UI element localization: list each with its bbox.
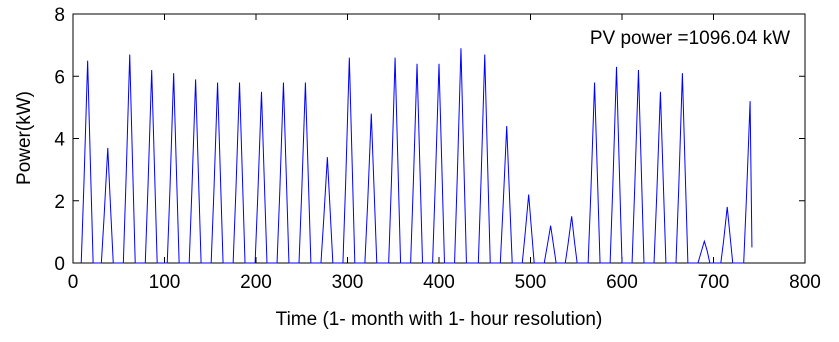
x-axis-label: Time (1- month with 1- hour resolution) — [276, 309, 603, 330]
x-tick-label: 600 — [606, 272, 638, 293]
annotation: PV power =1096.04 kW — [590, 28, 790, 49]
y-tick-label: 2 — [54, 192, 65, 213]
plot-frame — [72, 13, 806, 264]
y-axis-label: Power(kW) — [14, 91, 35, 185]
x-tick-label: 800 — [789, 272, 821, 293]
x-tick-label: 700 — [698, 272, 730, 293]
x-tick-label: 200 — [240, 272, 272, 293]
y-tick-label: 0 — [54, 254, 65, 275]
x-tick-label: 300 — [332, 272, 364, 293]
y-tick-label: 8 — [54, 5, 65, 26]
x-tick-label: 0 — [68, 272, 79, 293]
x-tick-label: 400 — [423, 272, 455, 293]
y-tick-label: 6 — [54, 67, 65, 88]
x-tick-label: 500 — [515, 272, 547, 293]
data-line — [80, 48, 753, 264]
y-tick-label: 4 — [54, 130, 65, 151]
x-tick-label: 100 — [149, 272, 181, 293]
